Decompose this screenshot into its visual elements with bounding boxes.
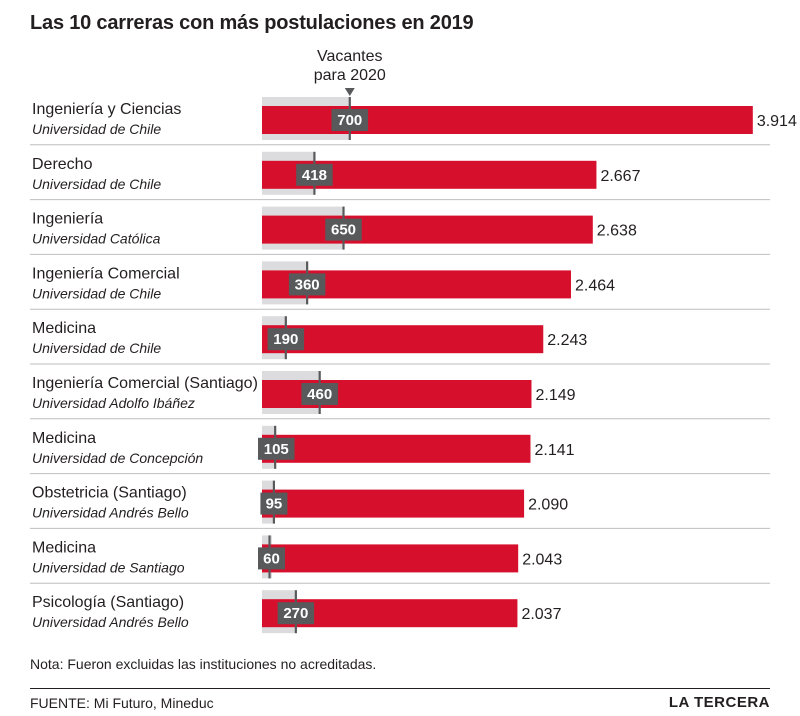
applications-value-label: 2.464 — [575, 277, 615, 294]
applications-bar — [262, 215, 593, 244]
vacancies-value-label: 460 — [307, 386, 332, 403]
applications-value-label: 2.141 — [534, 442, 574, 459]
footer-divider — [30, 688, 770, 689]
source-credit: FUENTE: Mi Futuro, Mineduc — [30, 695, 214, 711]
career-label: Obstetricia (Santiago) — [32, 485, 187, 502]
publisher-logo: LA TERCERA — [668, 694, 770, 711]
university-label: Universidad Andrés Bello — [32, 614, 189, 630]
vacancies-value-box — [258, 437, 295, 460]
vacancies-value-box — [325, 218, 362, 241]
vacancies-value-label: 270 — [283, 605, 308, 622]
applications-value-label: 2.149 — [535, 387, 575, 404]
university-label: Universidad de Chile — [32, 340, 161, 356]
career-label: Medicina — [32, 320, 96, 337]
applications-value-label: 2.037 — [521, 606, 561, 623]
annotation-label-line-1: Vacantes — [317, 48, 383, 65]
applications-bar — [262, 544, 519, 573]
university-label: Universidad Católica — [32, 231, 161, 247]
applications-bar — [262, 489, 525, 518]
vacancies-value-box — [258, 547, 285, 570]
applications-bar — [262, 434, 531, 463]
applications-value-label: 2.043 — [522, 551, 562, 568]
vacancies-value-box — [296, 163, 333, 186]
vacancies-value-label: 700 — [337, 112, 362, 129]
applications-value-label: 2.243 — [547, 332, 587, 349]
applications-value-label: 3.914 — [757, 113, 797, 130]
vacancies-value-box — [288, 273, 326, 296]
vacancies-value-box — [301, 383, 338, 405]
applications-value-label: 2.667 — [600, 168, 640, 185]
vacancies-value-label: 360 — [295, 276, 320, 293]
vacancies-value-box — [267, 328, 305, 351]
university-label: Universidad de Chile — [32, 285, 161, 301]
university-label: Universidad de Chile — [32, 121, 161, 137]
annotation-pointer-icon — [344, 88, 355, 96]
vacancies-value-label: 95 — [266, 496, 283, 513]
university-label: Universidad Adolfo Ibáñez — [32, 395, 195, 411]
vacancies-value-label: 418 — [302, 167, 327, 184]
applications-bar — [262, 325, 544, 354]
career-label: Derecho — [32, 156, 93, 173]
vacancies-value-label: 190 — [273, 331, 298, 348]
university-label: Universidad de Santiago — [32, 559, 185, 575]
chart-title: Las 10 carreras con más postulaciones en… — [30, 12, 474, 34]
university-label: Universidad de Chile — [32, 176, 161, 192]
vacancies-value-label: 650 — [331, 222, 356, 239]
vacancies-value-label: 60 — [263, 550, 280, 567]
bar-chart: Vacantes para 2020 Ingeniería y Ciencias Un… — [30, 48, 797, 634]
applications-value-label: 2.090 — [528, 497, 568, 514]
university-label: Universidad Andrés Bello — [32, 505, 189, 521]
chart-note: Nota: Fueron excluidas las instituciones… — [30, 656, 377, 672]
vacancies-value-box — [260, 492, 288, 515]
career-label: Ingeniería Comercial — [32, 265, 180, 282]
annotation-label-line-2: para 2020 — [314, 67, 386, 84]
career-label: Psicología (Santiago) — [32, 594, 184, 611]
career-label: Ingeniería Comercial (Santiago) — [32, 375, 258, 392]
career-label: Ingeniería — [32, 211, 103, 228]
career-label: Medicina — [32, 539, 96, 556]
university-label: Universidad de Concepción — [32, 450, 203, 466]
vacancies-value-box — [277, 602, 315, 625]
career-label: Ingeniería y Ciencias — [32, 101, 181, 118]
vacancies-value-box — [331, 109, 369, 131]
vacancies-value-label: 105 — [264, 441, 289, 458]
career-label: Medicina — [32, 430, 96, 447]
applications-value-label: 2.638 — [597, 223, 637, 240]
